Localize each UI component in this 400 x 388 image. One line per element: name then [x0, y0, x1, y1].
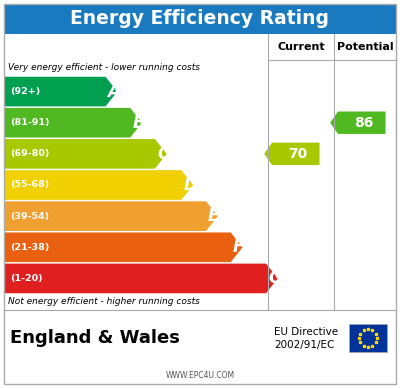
Text: WWW.EPC4U.COM: WWW.EPC4U.COM: [166, 371, 234, 379]
Text: E: E: [208, 207, 220, 225]
Text: (21-38): (21-38): [10, 243, 49, 252]
Polygon shape: [5, 263, 278, 293]
Text: (39-54): (39-54): [10, 211, 49, 221]
Polygon shape: [5, 232, 242, 262]
Text: EU Directive: EU Directive: [274, 327, 338, 337]
Polygon shape: [5, 77, 117, 106]
Polygon shape: [5, 108, 142, 137]
Text: (81-91): (81-91): [10, 118, 50, 127]
Text: (69-80): (69-80): [10, 149, 49, 158]
Bar: [349, 324, 387, 352]
Text: (55-68): (55-68): [10, 180, 49, 189]
Text: Potential: Potential: [337, 42, 393, 52]
Text: 86: 86: [354, 116, 374, 130]
Text: (1-20): (1-20): [10, 274, 43, 283]
Text: 70: 70: [288, 147, 307, 161]
Text: C: C: [157, 145, 169, 163]
Text: (92+): (92+): [10, 87, 40, 96]
Text: Not energy efficient - higher running costs: Not energy efficient - higher running co…: [8, 298, 200, 307]
Bar: [4, 4, 396, 34]
Text: Current: Current: [277, 42, 325, 52]
Polygon shape: [264, 143, 320, 165]
Text: G: G: [268, 269, 282, 288]
Text: F: F: [233, 238, 244, 256]
Text: Energy Efficiency Rating: Energy Efficiency Rating: [70, 9, 330, 28]
Polygon shape: [5, 170, 193, 200]
Text: Very energy efficient - lower running costs: Very energy efficient - lower running co…: [8, 64, 200, 73]
Text: 2002/91/EC: 2002/91/EC: [274, 340, 334, 350]
Polygon shape: [5, 139, 167, 169]
Text: D: D: [183, 176, 197, 194]
Text: B: B: [132, 114, 145, 132]
Polygon shape: [330, 111, 386, 134]
Text: England & Wales: England & Wales: [10, 329, 180, 347]
Polygon shape: [5, 201, 218, 231]
Text: A: A: [108, 83, 120, 100]
